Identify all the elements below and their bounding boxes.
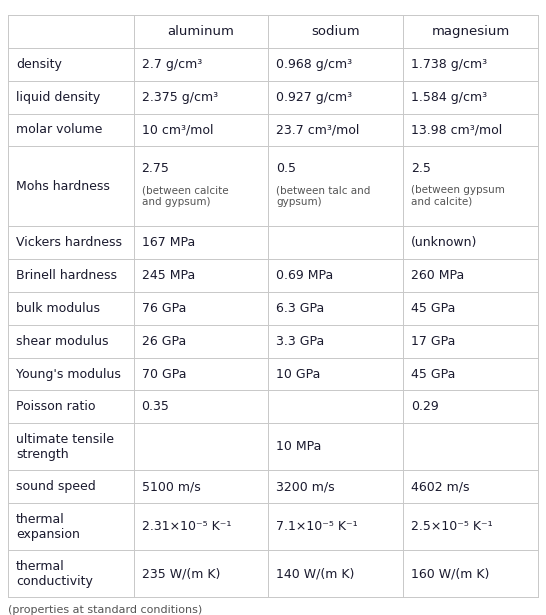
Text: 160 W/(m K): 160 W/(m K) [411,567,489,580]
Text: Vickers hardness: Vickers hardness [16,236,122,249]
Text: 70 GPa: 70 GPa [141,368,186,381]
Text: 3200 m/s: 3200 m/s [276,480,335,493]
Text: 2.375 g/cm³: 2.375 g/cm³ [141,90,218,104]
Text: thermal
expansion: thermal expansion [16,512,80,541]
Text: 7.1×10⁻⁵ K⁻¹: 7.1×10⁻⁵ K⁻¹ [276,520,358,533]
Text: aluminum: aluminum [168,25,234,38]
Text: 0.69 MPa: 0.69 MPa [276,269,334,282]
Text: 1.738 g/cm³: 1.738 g/cm³ [411,58,487,71]
Text: 245 MPa: 245 MPa [141,269,195,282]
Text: 76 GPa: 76 GPa [141,302,186,315]
Text: (between calcite
and gypsum): (between calcite and gypsum) [141,185,228,207]
Text: 2.7 g/cm³: 2.7 g/cm³ [141,58,202,71]
Text: 10 GPa: 10 GPa [276,368,321,381]
Text: 45 GPa: 45 GPa [411,368,455,381]
Text: molar volume: molar volume [16,124,103,137]
Text: 235 W/(m K): 235 W/(m K) [141,567,220,580]
Text: Young's modulus: Young's modulus [16,368,121,381]
Text: (between talc and
gypsum): (between talc and gypsum) [276,185,371,207]
Text: 13.98 cm³/mol: 13.98 cm³/mol [411,124,502,137]
Text: magnesium: magnesium [431,25,509,38]
Text: shear modulus: shear modulus [16,335,109,347]
Text: 2.5: 2.5 [411,162,431,175]
Text: 0.968 g/cm³: 0.968 g/cm³ [276,58,352,71]
Text: (unknown): (unknown) [411,236,477,249]
Text: 17 GPa: 17 GPa [411,335,455,347]
Text: sound speed: sound speed [16,480,96,493]
Text: 0.5: 0.5 [276,162,296,175]
Text: 3.3 GPa: 3.3 GPa [276,335,324,347]
Text: (properties at standard conditions): (properties at standard conditions) [8,605,202,615]
Text: 5100 m/s: 5100 m/s [141,480,200,493]
Text: (between gypsum
and calcite): (between gypsum and calcite) [411,185,505,207]
Text: Poisson ratio: Poisson ratio [16,400,96,413]
Text: density: density [16,58,62,71]
Text: liquid density: liquid density [16,90,100,104]
Text: ultimate tensile
strength: ultimate tensile strength [16,433,114,461]
Text: 0.927 g/cm³: 0.927 g/cm³ [276,90,352,104]
Text: 10 MPa: 10 MPa [276,440,322,453]
Text: 4602 m/s: 4602 m/s [411,480,470,493]
Text: 6.3 GPa: 6.3 GPa [276,302,324,315]
Text: bulk modulus: bulk modulus [16,302,100,315]
Text: 260 MPa: 260 MPa [411,269,464,282]
Text: 10 cm³/mol: 10 cm³/mol [141,124,213,137]
Text: 2.75: 2.75 [141,162,169,175]
Text: 45 GPa: 45 GPa [411,302,455,315]
Text: 140 W/(m K): 140 W/(m K) [276,567,354,580]
Text: Mohs hardness: Mohs hardness [16,180,110,193]
Text: 2.31×10⁻⁵ K⁻¹: 2.31×10⁻⁵ K⁻¹ [141,520,231,533]
Text: 23.7 cm³/mol: 23.7 cm³/mol [276,124,360,137]
Text: 167 MPa: 167 MPa [141,236,195,249]
Text: sodium: sodium [311,25,360,38]
Text: thermal
conductivity: thermal conductivity [16,560,93,587]
Text: 0.29: 0.29 [411,400,438,413]
Text: 1.584 g/cm³: 1.584 g/cm³ [411,90,487,104]
Text: Brinell hardness: Brinell hardness [16,269,117,282]
Text: 26 GPa: 26 GPa [141,335,186,347]
Text: 0.35: 0.35 [141,400,169,413]
Text: 2.5×10⁻⁵ K⁻¹: 2.5×10⁻⁵ K⁻¹ [411,520,492,533]
